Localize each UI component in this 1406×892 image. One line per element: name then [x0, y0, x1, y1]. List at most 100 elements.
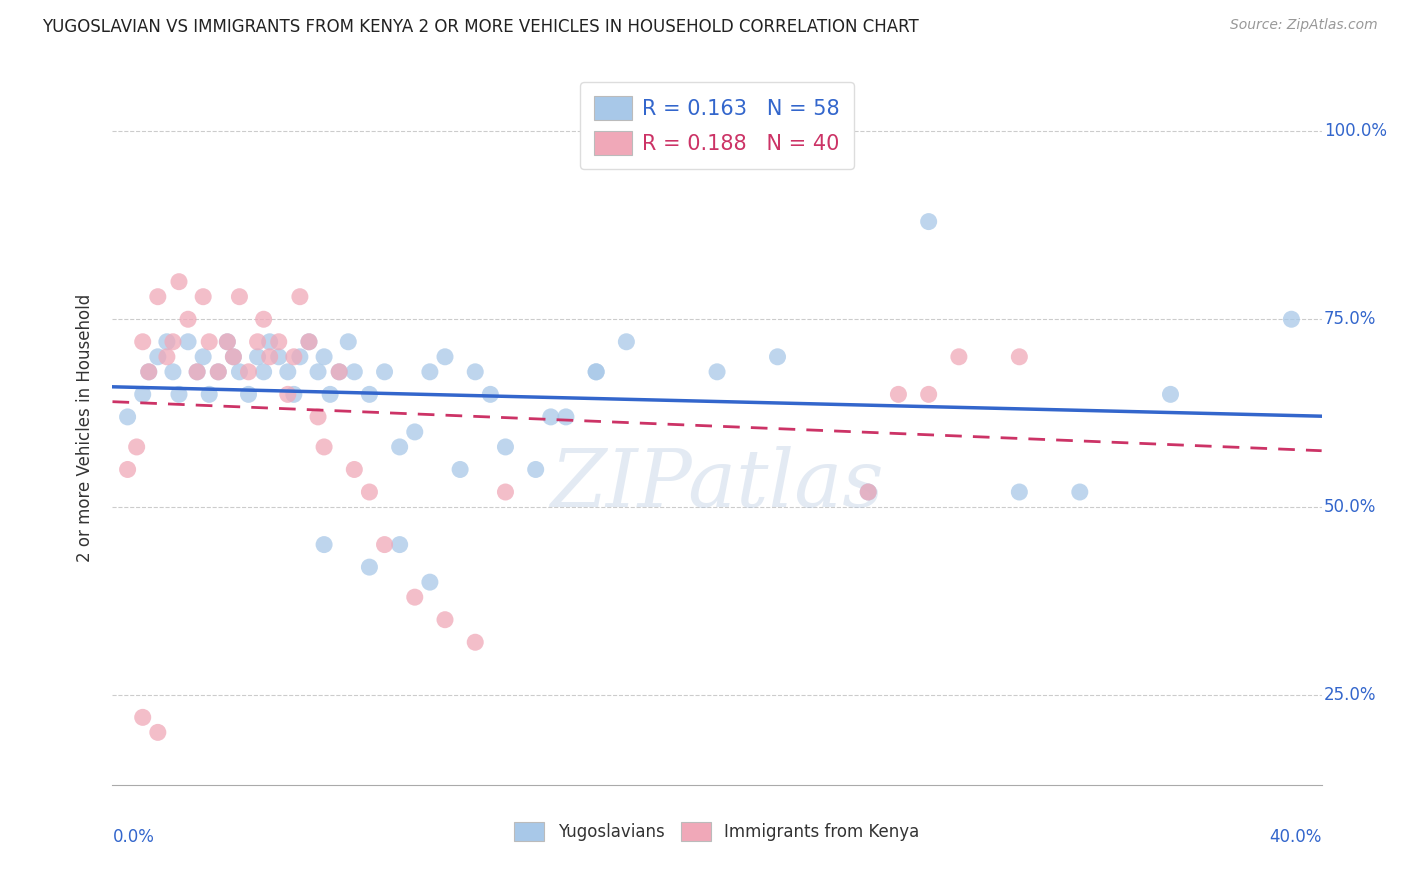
Point	[298, 334, 321, 349]
Point	[1008, 350, 1031, 364]
Point	[146, 350, 169, 364]
Point	[374, 365, 396, 379]
Point	[495, 485, 517, 500]
Point	[132, 334, 155, 349]
Point	[307, 409, 329, 424]
Point	[117, 409, 139, 424]
Text: 100.0%: 100.0%	[1324, 122, 1388, 140]
Point	[343, 462, 366, 476]
Point	[585, 365, 607, 379]
Y-axis label: 2 or more Vehicles in Household: 2 or more Vehicles in Household	[76, 294, 94, 562]
Point	[177, 312, 200, 326]
Point	[319, 387, 342, 401]
Point	[343, 365, 366, 379]
Text: ZIPatlas: ZIPatlas	[550, 447, 884, 524]
Point	[138, 365, 160, 379]
Point	[288, 290, 311, 304]
Point	[177, 334, 200, 349]
Point	[918, 387, 941, 401]
Point	[359, 485, 381, 500]
Point	[1279, 312, 1302, 326]
Point	[217, 334, 239, 349]
Text: 75.0%: 75.0%	[1324, 310, 1376, 328]
Point	[464, 365, 486, 379]
Point	[246, 350, 269, 364]
Point	[948, 350, 970, 364]
Point	[314, 350, 336, 364]
Point	[1008, 485, 1031, 500]
Point	[856, 485, 880, 500]
Point	[238, 365, 260, 379]
Point	[585, 365, 607, 379]
Point	[246, 334, 269, 349]
Text: 25.0%: 25.0%	[1324, 686, 1376, 704]
Point	[156, 350, 179, 364]
Point	[191, 290, 214, 304]
Point	[191, 350, 214, 364]
Point	[388, 538, 411, 552]
Point	[554, 409, 576, 424]
Point	[125, 440, 148, 454]
Point	[222, 350, 245, 364]
Point	[267, 350, 290, 364]
Point	[117, 462, 139, 476]
Point	[132, 387, 155, 401]
Point	[307, 365, 329, 379]
Point	[277, 365, 299, 379]
Point	[449, 462, 471, 476]
Point	[186, 365, 208, 379]
Text: 40.0%: 40.0%	[1270, 828, 1322, 846]
Point	[464, 635, 486, 649]
Point	[167, 387, 190, 401]
Point	[766, 350, 789, 364]
Point	[198, 387, 221, 401]
Point	[706, 365, 728, 379]
Point	[253, 365, 276, 379]
Point	[918, 214, 941, 228]
Point	[146, 290, 169, 304]
Point	[267, 334, 290, 349]
Point	[404, 425, 426, 439]
Point	[162, 334, 184, 349]
Point	[186, 365, 208, 379]
Point	[374, 538, 396, 552]
Point	[298, 334, 321, 349]
Point	[616, 334, 638, 349]
Point	[540, 409, 562, 424]
Point	[314, 440, 336, 454]
Text: YUGOSLAVIAN VS IMMIGRANTS FROM KENYA 2 OR MORE VEHICLES IN HOUSEHOLD CORRELATION: YUGOSLAVIAN VS IMMIGRANTS FROM KENYA 2 O…	[42, 18, 920, 36]
Point	[207, 365, 229, 379]
Point	[433, 613, 456, 627]
Point	[479, 387, 502, 401]
Point	[388, 440, 411, 454]
Point	[887, 387, 910, 401]
Text: Source: ZipAtlas.com: Source: ZipAtlas.com	[1230, 18, 1378, 32]
Point	[167, 275, 190, 289]
Point	[288, 350, 311, 364]
Point	[314, 538, 336, 552]
Point	[222, 350, 245, 364]
Point	[228, 290, 250, 304]
Point	[146, 725, 169, 739]
Point	[253, 312, 276, 326]
Point	[337, 334, 360, 349]
Point	[138, 365, 160, 379]
Text: 0.0%: 0.0%	[112, 828, 155, 846]
Point	[328, 365, 350, 379]
Point	[856, 485, 880, 500]
Point	[283, 387, 305, 401]
Point	[404, 590, 426, 604]
Point	[238, 387, 260, 401]
Point	[259, 334, 281, 349]
Point	[359, 387, 381, 401]
Point	[1069, 485, 1091, 500]
Point	[156, 334, 179, 349]
Point	[495, 440, 517, 454]
Point	[359, 560, 381, 574]
Point	[433, 350, 456, 364]
Point	[259, 350, 281, 364]
Point	[419, 575, 441, 590]
Point	[328, 365, 350, 379]
Point	[132, 710, 155, 724]
Point	[277, 387, 299, 401]
